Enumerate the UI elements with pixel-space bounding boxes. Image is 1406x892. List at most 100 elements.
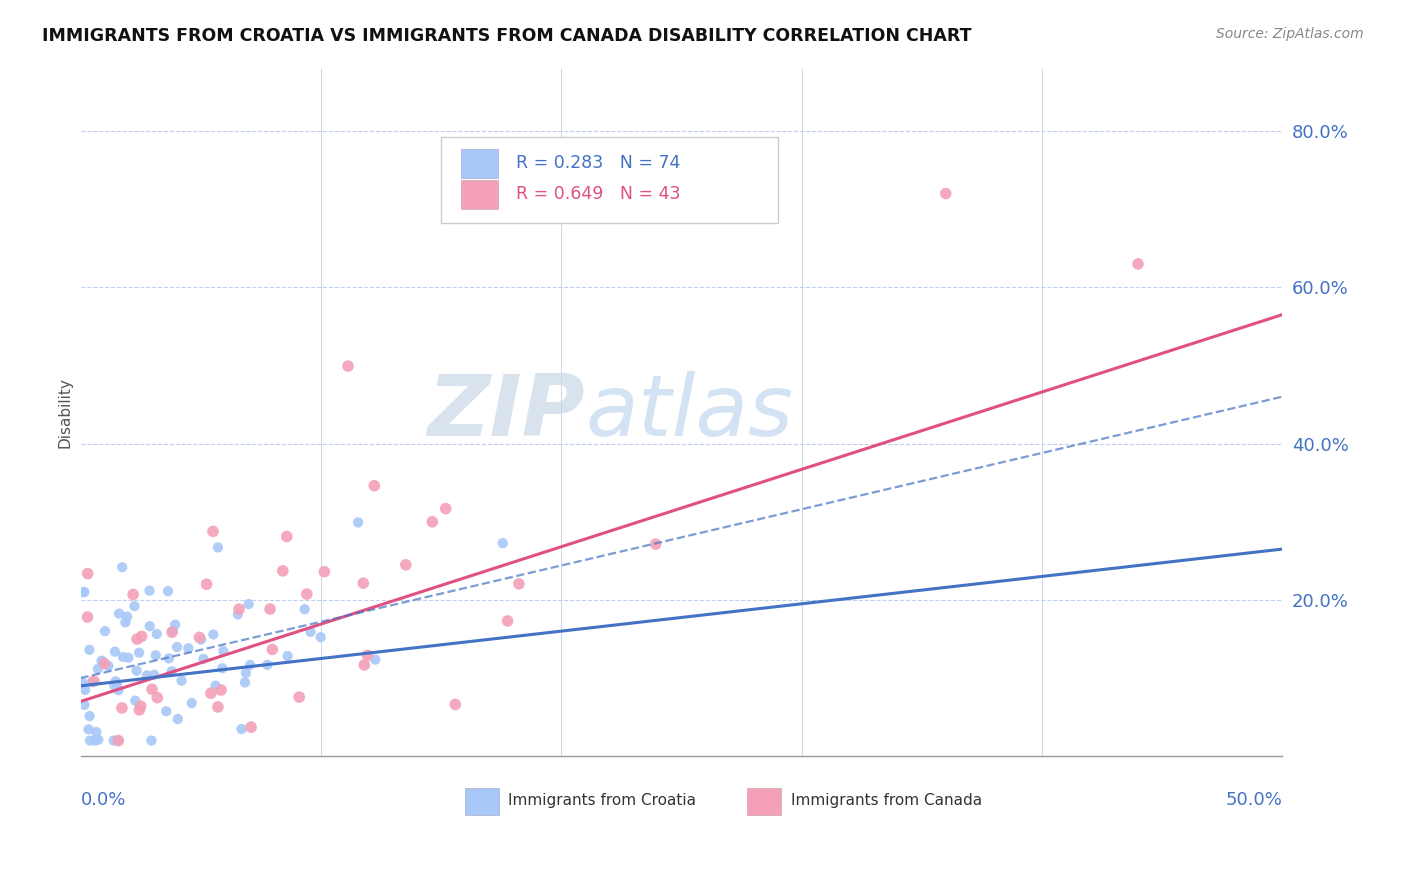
Point xyxy=(131,629,153,643)
Point xyxy=(170,673,193,688)
Point xyxy=(75,682,97,697)
Point xyxy=(90,655,112,669)
Point xyxy=(73,698,96,712)
Point xyxy=(73,585,96,599)
Point xyxy=(117,650,139,665)
Point xyxy=(162,624,184,638)
Point xyxy=(72,585,94,599)
Point xyxy=(76,610,98,624)
Point xyxy=(111,560,134,574)
Point xyxy=(496,614,519,628)
Point xyxy=(201,524,224,539)
Point xyxy=(211,661,233,675)
Point xyxy=(141,733,163,747)
Point xyxy=(125,632,148,647)
Point xyxy=(262,642,284,657)
Point xyxy=(138,619,160,633)
Point xyxy=(107,733,129,747)
Point xyxy=(209,683,232,698)
Point xyxy=(155,704,177,718)
Text: 50.0%: 50.0% xyxy=(1226,790,1282,808)
Point xyxy=(108,607,131,621)
Point xyxy=(356,648,378,663)
Point xyxy=(202,627,225,641)
Bar xyxy=(748,789,782,814)
Point xyxy=(72,676,94,690)
Point xyxy=(238,597,260,611)
FancyBboxPatch shape xyxy=(441,137,778,223)
Point xyxy=(143,667,166,681)
Point xyxy=(204,679,226,693)
Point xyxy=(228,602,250,616)
Point xyxy=(1126,257,1149,271)
Point xyxy=(146,690,169,705)
Point xyxy=(337,359,360,373)
Point xyxy=(271,564,294,578)
Point xyxy=(276,529,298,543)
Point xyxy=(111,701,134,715)
Point xyxy=(111,649,134,664)
Point xyxy=(364,652,387,666)
Point xyxy=(129,699,152,714)
Point xyxy=(309,630,332,644)
Text: atlas: atlas xyxy=(585,371,793,454)
Point xyxy=(295,587,318,601)
Point xyxy=(135,668,157,682)
Point xyxy=(207,700,229,714)
Bar xyxy=(461,149,498,178)
Text: Immigrants from Canada: Immigrants from Canada xyxy=(790,793,981,808)
Point xyxy=(207,541,229,555)
Point xyxy=(188,631,211,645)
Point xyxy=(935,186,957,201)
Bar xyxy=(461,180,498,209)
Point xyxy=(160,665,183,679)
Point xyxy=(200,686,222,700)
Point xyxy=(195,577,218,591)
Point xyxy=(79,642,101,657)
Point xyxy=(145,648,167,663)
Point xyxy=(84,725,107,739)
Point xyxy=(103,678,125,692)
Point xyxy=(128,646,150,660)
Text: Immigrants from Croatia: Immigrants from Croatia xyxy=(509,793,696,808)
Y-axis label: Disability: Disability xyxy=(58,377,72,448)
Point xyxy=(84,733,107,747)
Point xyxy=(104,674,127,689)
Point xyxy=(644,537,666,551)
Point xyxy=(190,632,212,647)
Point xyxy=(87,732,110,747)
Point xyxy=(165,617,187,632)
Point xyxy=(115,609,138,624)
Point xyxy=(114,615,136,630)
Point xyxy=(122,587,145,601)
Point xyxy=(76,566,98,581)
Point xyxy=(259,602,281,616)
Text: R = 0.649   N = 43: R = 0.649 N = 43 xyxy=(516,186,681,203)
Point xyxy=(79,733,101,747)
Point xyxy=(353,657,375,672)
Point xyxy=(107,733,129,747)
Point xyxy=(212,644,235,658)
Point xyxy=(347,516,370,530)
Point xyxy=(395,558,418,572)
Point xyxy=(82,675,104,690)
Point xyxy=(79,709,101,723)
Point xyxy=(492,536,515,550)
Point xyxy=(105,677,128,691)
Point xyxy=(240,720,263,734)
Point xyxy=(93,657,115,671)
Point xyxy=(288,690,311,705)
Point xyxy=(125,664,148,678)
Point xyxy=(239,657,262,672)
Text: IMMIGRANTS FROM CROATIA VS IMMIGRANTS FROM CANADA DISABILITY CORRELATION CHART: IMMIGRANTS FROM CROATIA VS IMMIGRANTS FR… xyxy=(42,27,972,45)
Point xyxy=(363,479,385,493)
Point xyxy=(420,515,443,529)
Point xyxy=(90,654,112,668)
Point xyxy=(138,583,160,598)
Point xyxy=(233,675,256,690)
Point xyxy=(294,602,316,616)
Bar xyxy=(465,789,499,814)
Point xyxy=(352,576,374,591)
Point xyxy=(156,584,179,599)
Point xyxy=(226,607,249,622)
